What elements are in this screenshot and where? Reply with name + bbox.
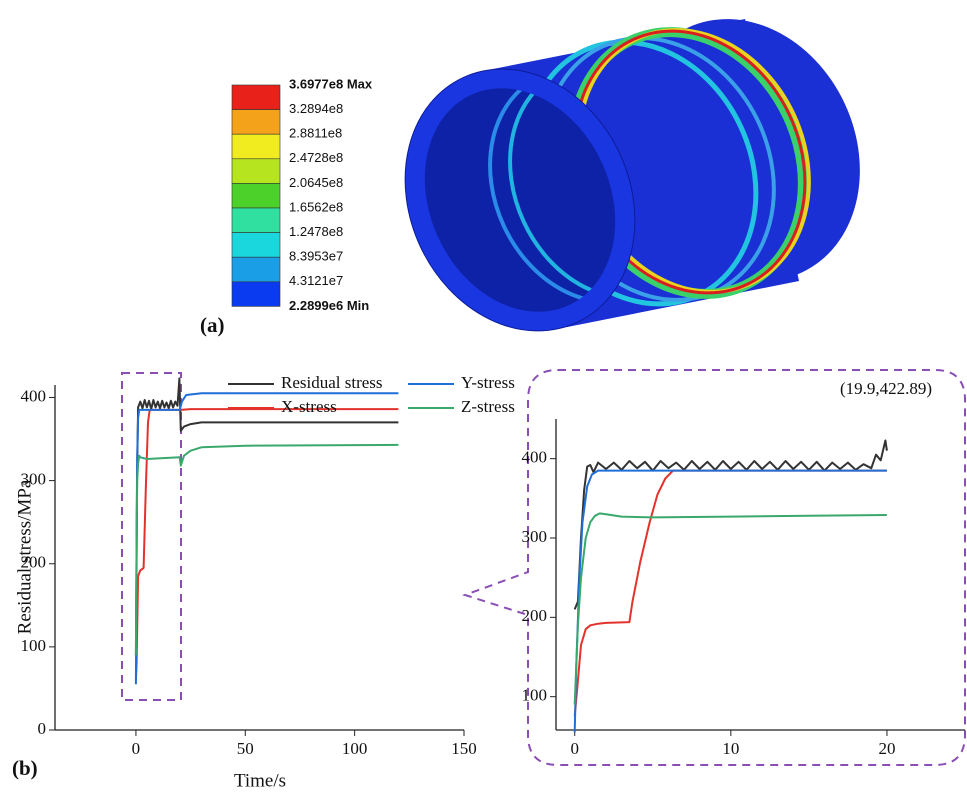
y-tick-label: 100 bbox=[522, 686, 548, 705]
colorbar-band bbox=[232, 233, 280, 258]
annotation: (19.9,422.89) bbox=[840, 379, 932, 398]
series-line bbox=[136, 409, 399, 680]
colorbar-label: 1.2478e8 bbox=[289, 224, 343, 239]
colorbar-band bbox=[232, 110, 280, 135]
y-tick-label: 0 bbox=[38, 719, 47, 738]
colorbar-label: 2.2899e6 Min bbox=[289, 298, 369, 313]
y-tick-label: 400 bbox=[21, 386, 47, 405]
inset-frame bbox=[465, 370, 965, 765]
ring-model bbox=[363, 0, 901, 369]
colorbar-label: 1.6562e8 bbox=[289, 199, 343, 214]
legend-label: Y-stress bbox=[461, 373, 515, 392]
x-tick-label: 50 bbox=[237, 739, 254, 758]
series-line bbox=[575, 513, 887, 704]
zoom-box bbox=[122, 373, 181, 700]
colorbar-band bbox=[232, 183, 280, 208]
series-line bbox=[136, 445, 399, 655]
colorbar-band bbox=[232, 208, 280, 233]
colorbar-band bbox=[232, 134, 280, 159]
panel-label: (b) bbox=[12, 756, 38, 780]
y-tick-label: 100 bbox=[21, 636, 47, 655]
series-line bbox=[575, 471, 887, 733]
y-tick-label: 200 bbox=[522, 606, 548, 625]
legend-label: Z-stress bbox=[461, 397, 515, 416]
y-tick-label: 300 bbox=[21, 470, 47, 489]
colorbar: 3.6977e8 Max 3.2894e8 2.8811e8 2.4728e8 2.06… bbox=[232, 76, 373, 312]
colorbar-band bbox=[232, 159, 280, 184]
series-line bbox=[136, 393, 399, 684]
colorbar-label: 3.2894e8 bbox=[289, 101, 343, 116]
series-line bbox=[136, 378, 399, 655]
x-tick-label: 0 bbox=[132, 739, 141, 758]
colorbar-band bbox=[232, 85, 280, 110]
y-tick-label: 400 bbox=[522, 448, 548, 467]
y-tick-label: 200 bbox=[21, 553, 47, 572]
colorbar-band bbox=[232, 282, 280, 307]
figure: 3.6977e8 Max 3.2894e8 2.8811e8 2.4728e8 2.06… bbox=[0, 0, 967, 795]
colorbar-band bbox=[232, 257, 280, 282]
colorbar-label: 8.3953e7 bbox=[289, 249, 343, 264]
colorbar-label: 4.3121e7 bbox=[289, 273, 343, 288]
legend-label: X-stress bbox=[281, 397, 337, 416]
x-tick-label: 0 bbox=[570, 739, 579, 758]
colorbar-label: 2.8811e8 bbox=[289, 126, 342, 141]
x-axis-label: Time/s bbox=[234, 770, 286, 791]
colorbar-label: 2.0645e8 bbox=[289, 175, 343, 190]
series-line bbox=[575, 471, 887, 717]
x-tick-label: 20 bbox=[878, 739, 895, 758]
panel-label: (a) bbox=[200, 313, 225, 337]
legend-label: Residual stress bbox=[281, 373, 383, 392]
colorbar-label: 3.6977e8 Max bbox=[289, 76, 373, 91]
x-tick-label: 10 bbox=[722, 739, 739, 758]
x-tick-label: 150 bbox=[451, 739, 477, 758]
colorbar-label: 2.4728e8 bbox=[289, 150, 343, 165]
x-tick-label: 100 bbox=[342, 739, 368, 758]
y-tick-label: 300 bbox=[522, 527, 548, 546]
series-line bbox=[575, 441, 887, 610]
